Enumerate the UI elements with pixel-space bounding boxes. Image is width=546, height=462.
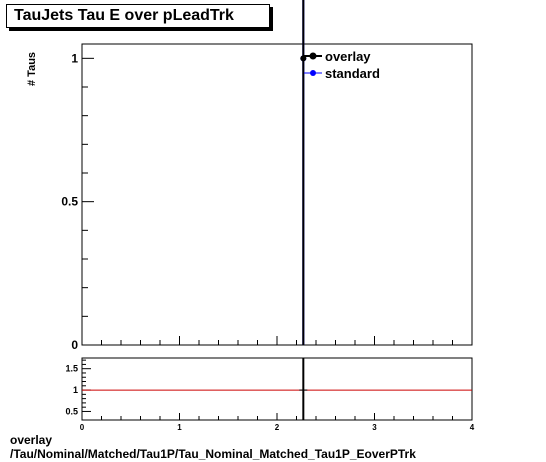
main-panel: 0 0.5 1 overlay standard [61, 0, 473, 352]
legend-standard-label: standard [325, 66, 380, 81]
y-tick-label: 0.5 [61, 195, 78, 209]
legend-overlay-label: overlay [325, 49, 371, 64]
footer: overlay /Tau/Nominal/Matched/Tau1P/Tau_N… [10, 433, 416, 461]
ratio-y-tick-label: 1.5 [65, 364, 78, 374]
y-tick-label: 0 [71, 338, 78, 352]
ratio-frame [81, 357, 473, 421]
footer-line-2: /Tau/Nominal/Matched/Tau1P/Tau_Nominal_M… [10, 447, 416, 461]
legend: overlay standard [304, 49, 380, 81]
ratio-y-tick-label: 0.5 [65, 406, 78, 416]
x-tick-label: 3 [372, 423, 377, 432]
footer-line-1: overlay [10, 433, 53, 447]
x-tick-label: 2 [275, 423, 280, 432]
ratio-y-tick-label: 1 [73, 385, 78, 395]
y-tick-label: 1 [71, 51, 78, 65]
x-tick-label: 4 [470, 423, 475, 432]
legend-overlay-marker [309, 52, 317, 60]
legend-standard-marker [310, 70, 316, 76]
main-frame [81, 43, 473, 346]
x-tick-label: 0 [80, 423, 85, 432]
x-tick-label: 1 [177, 423, 182, 432]
chart-title: TauJets Tau E over pLeadTrk [6, 4, 270, 28]
ratio-panel: 0.5 1 1.5 0 1 2 3 4 [65, 357, 475, 432]
